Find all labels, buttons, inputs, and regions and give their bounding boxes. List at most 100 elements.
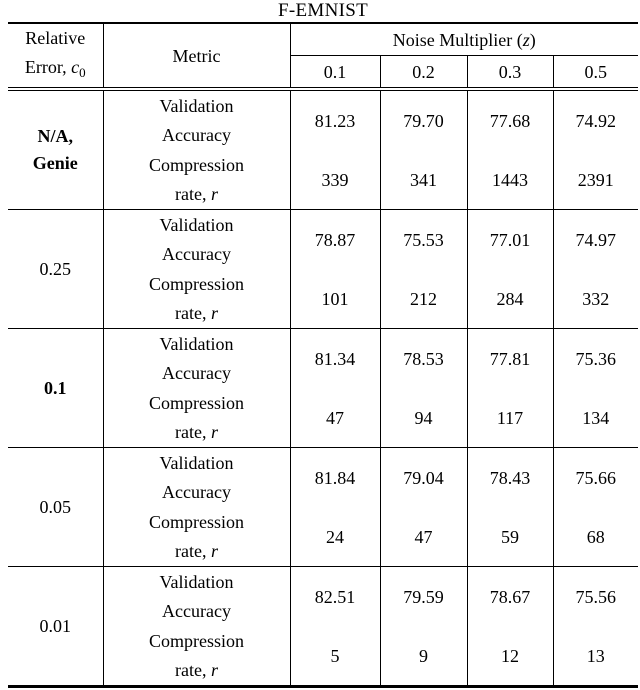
compression-value: 117 [466,388,553,448]
metric-compression-line1: Compression [148,273,244,294]
metric-compression-line1: Compression [148,154,244,175]
results-table: Relative Error, c0 Metric Noise Multipli… [8,22,638,688]
metric-accuracy-line2: Accuracy [162,481,231,502]
metric-accuracy-line1: Validation [159,333,234,354]
metric-accuracy-label: Validation Accuracy [102,566,290,626]
r-variable: r [210,540,218,561]
row-label-0.01: 0.01 [8,566,103,687]
accuracy-value: 75.36 [552,328,638,388]
metric-compression-label: Compression rate, r [102,626,290,687]
accuracy-value: 82.51 [289,566,380,626]
row-0.25-accuracy: 0.25 Validation Accuracy 78.87 75.53 77.… [8,209,638,329]
metric-accuracy-line2: Accuracy [162,124,231,145]
accuracy-value: 81.23 [289,89,380,150]
metric-compression-line2: rate, r [104,299,290,328]
metric-accuracy-line1: Validation [159,571,234,592]
accuracy-value: 78.53 [379,328,467,388]
compression-value: 5 [289,626,380,687]
metric-accuracy-label: Validation Accuracy [102,89,290,150]
metric-compression-label: Compression rate, r [102,388,290,448]
compression-value: 13 [552,626,638,687]
compression-value: 101 [289,269,380,329]
header-noise-multiplier-group: Noise Multiplier (z) [289,23,638,56]
metric-accuracy-line2: Accuracy [162,600,231,621]
header-noise-level-0.1: 0.1 [289,55,380,91]
accuracy-value: 75.53 [379,209,467,269]
metric-accuracy-label: Validation Accuracy [102,209,290,269]
row-label-0.1: 0.1 [8,328,103,448]
row-label-0.25: 0.25 [8,209,103,329]
compression-value: 47 [289,388,380,448]
compression-value: 284 [466,269,553,329]
metric-compression-label: Compression rate, r [102,269,290,329]
r-variable: r [210,302,218,323]
accuracy-value: 79.04 [379,447,467,507]
header-relative-error: Relative Error, c0 [8,23,103,91]
z-variable: z [522,29,530,50]
compression-value: 339 [289,150,380,210]
compression-value: 332 [552,269,638,329]
header-relative-error-line2: Error, c0 [8,53,103,87]
header-noise-level-0.2: 0.2 [379,55,467,91]
metric-compression-text: rate, [175,302,211,323]
accuracy-value: 81.34 [289,328,380,388]
c0-subscript: 0 [79,65,86,80]
compression-value: 68 [552,507,638,567]
row-genie-compression: Compression rate, r 339 341 1443 2391 [8,150,638,210]
metric-compression-line1: Compression [148,392,244,413]
noise-group-close: ) [529,29,536,50]
header-row-1: Relative Error, c0 Metric Noise Multipli… [8,23,638,91]
row-0.25-compression: Compression rate, r 101 212 284 332 [8,269,638,329]
row-label-0.05: 0.05 [8,447,103,567]
compression-value: 47 [379,507,467,567]
accuracy-value: 78.87 [289,209,380,269]
accuracy-value: 74.92 [552,89,638,150]
accuracy-value: 79.70 [379,89,467,150]
metric-accuracy-label: Validation Accuracy [102,328,290,388]
row-0.01-compression: Compression rate, r 5 9 12 13 [8,626,638,687]
accuracy-value: 75.66 [552,447,638,507]
metric-compression-text: rate, [175,659,211,680]
compression-value: 59 [466,507,553,567]
accuracy-value: 78.67 [466,566,553,626]
metric-compression-line2: rate, r [104,180,290,209]
noise-group-text: Noise Multiplier ( [392,29,523,50]
accuracy-value: 75.56 [552,566,638,626]
compression-value: 341 [379,150,467,210]
metric-accuracy-line2: Accuracy [162,243,231,264]
metric-compression-text: rate, [175,540,211,561]
compression-value: 134 [552,388,638,448]
compression-value: 12 [466,626,553,687]
row-0.01-accuracy: 0.01 Validation Accuracy 82.51 79.59 78.… [8,566,638,687]
metric-accuracy-line1: Validation [159,452,234,473]
row-0.1-compression: Compression rate, r 47 94 117 134 [8,388,638,448]
accuracy-value: 77.81 [466,328,553,388]
row-genie-accuracy: N/A, Genie Validation Accuracy 81.23 79.… [8,89,638,173]
row-0.1-accuracy: 0.1 Validation Accuracy 81.34 78.53 77.8… [8,328,638,448]
header-metric: Metric [102,23,290,91]
header-relative-error-line1: Relative [25,28,86,48]
r-variable: r [210,421,218,442]
compression-value: 2391 [552,150,638,210]
metric-accuracy-line1: Validation [159,95,234,116]
compression-value: 24 [289,507,380,567]
table-title: F-EMNIST [277,0,368,21]
metric-compression-line2: rate, r [104,418,290,447]
accuracy-value: 77.68 [466,89,553,150]
metric-compression-text: rate, [175,421,211,442]
metric-compression-line2: rate, r [104,656,290,685]
header-row-2: 0.1 0.2 0.3 0.5 [8,55,638,91]
metric-compression-label: Compression rate, r [102,150,290,210]
compression-value: 1443 [466,150,553,210]
header-noise-level-0.3: 0.3 [466,55,553,91]
compression-value: 212 [379,269,467,329]
metric-compression-text: rate, [175,183,211,204]
compression-value: 9 [379,626,467,687]
metric-compression-line1: Compression [148,630,244,651]
metric-compression-line2: rate, r [104,537,290,566]
accuracy-value: 78.43 [466,447,553,507]
accuracy-value: 77.01 [466,209,553,269]
header-noise-level-0.5: 0.5 [552,55,638,91]
row-0.05-accuracy: 0.05 Validation Accuracy 81.84 79.04 78.… [8,447,638,567]
